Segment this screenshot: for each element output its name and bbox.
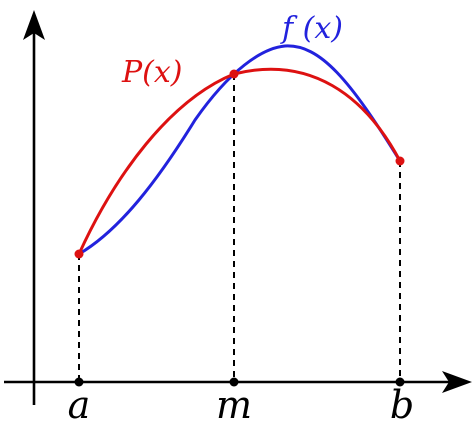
point-a [74,249,84,259]
point-m [229,69,239,79]
tick-label-a: a [68,383,91,427]
p-curve [77,67,402,256]
tick-label-b: b [390,383,414,427]
f-curve [77,44,402,256]
point-b [395,156,405,166]
tick-label-m: m [216,383,252,427]
p-curve-label: P(x) [121,55,183,90]
tick-dot-m [229,377,239,387]
tick-dot-a [74,377,84,387]
y-axis-arrowhead [23,10,45,40]
tick-dot-b [395,377,405,387]
x-axis-arrowhead [442,371,472,393]
f-curve-label: f (x) [280,11,343,46]
